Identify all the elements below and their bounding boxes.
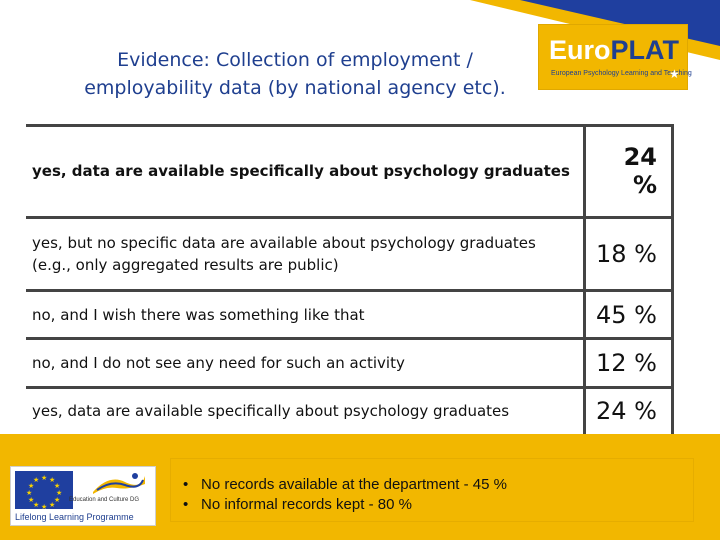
bullet-icon: •: [183, 496, 189, 513]
row-value: 12 %: [583, 337, 674, 389]
lifelong-learning-label: Lifelong Learning Programme: [15, 512, 134, 522]
logo-subtitle: European Psychology Learning and Teachin…: [551, 70, 692, 77]
page-title: Evidence: Collection of employment / emp…: [40, 46, 550, 102]
row-label: yes, but no specific data are available …: [26, 215, 585, 293]
logo-text-plat: PLAT: [610, 35, 680, 65]
table-row: yes, but no specific data are available …: [26, 215, 674, 293]
row-label: no, and I do not see any need for such a…: [26, 337, 585, 389]
notes-box: • No records available at the department …: [170, 458, 694, 522]
note-text: No records available at the department -…: [201, 476, 507, 493]
logo-wordmark: EuroPLAT: [549, 35, 679, 65]
note-text: No informal records kept - 80 %: [201, 496, 412, 513]
page-title-line-1: Evidence: Collection of employment /: [117, 49, 473, 71]
eu-programme-badge: ★ ★ ★ ★ ★ ★ ★ ★ ★ ★ ★ ★ Education and Cu…: [10, 466, 156, 526]
education-culture-label: Education and Culture DG: [69, 497, 140, 503]
row-label: yes, data are available specifically abo…: [26, 385, 585, 438]
row-label: yes, data are available specifically abo…: [26, 124, 585, 219]
star-icon: ★: [669, 67, 680, 81]
table-row: no, and I do not see any need for such a…: [26, 337, 674, 389]
bullet-icon: •: [183, 476, 189, 493]
table-row: yes, data are available specifically abo…: [26, 124, 674, 219]
table-row: yes, data are available specifically abo…: [26, 385, 674, 438]
europlat-logo: EuroPLAT European Psychology Learning an…: [538, 24, 692, 90]
page-title-line-2: employability data (by national agency e…: [84, 77, 506, 99]
results-table: yes, data are available specifically abo…: [26, 124, 674, 438]
table-row: no, and I wish there was something like …: [26, 289, 674, 341]
education-culture-emblem-icon: [93, 473, 145, 494]
row-value: 18 %: [583, 215, 674, 293]
row-value: 45 %: [583, 289, 674, 341]
eu-flag-icon: ★ ★ ★ ★ ★ ★ ★ ★ ★ ★ ★ ★: [15, 471, 73, 511]
row-value: 24 %: [583, 385, 674, 438]
row-value: 24 %: [583, 124, 674, 219]
list-item: • No informal records kept - 80 %: [183, 495, 693, 515]
row-label: no, and I wish there was something like …: [26, 289, 585, 341]
list-item: • No records available at the department …: [183, 475, 693, 495]
logo-text-euro: Euro: [549, 35, 611, 65]
